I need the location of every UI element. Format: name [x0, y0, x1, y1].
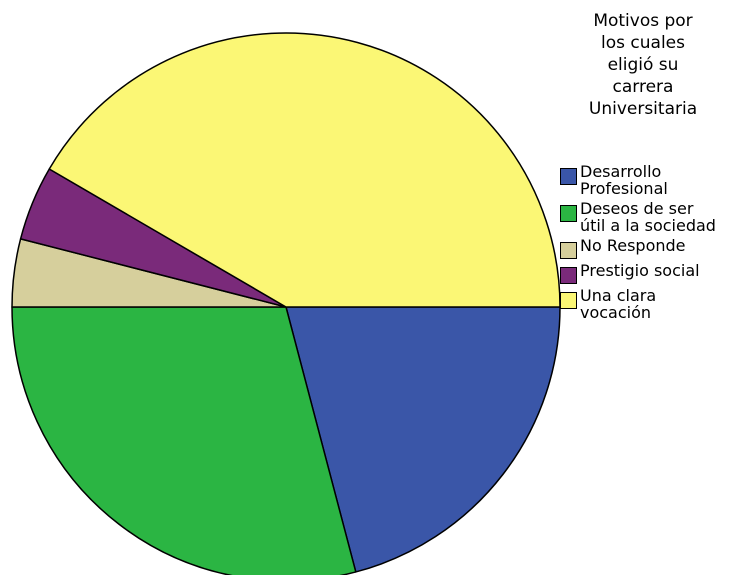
legend-title-line: Universitaria — [588, 99, 698, 119]
legend-label: No Responde — [580, 236, 686, 255]
legend-title-line: eligió su — [607, 55, 679, 75]
legend-swatch — [560, 242, 577, 259]
legend-item: Prestigio social — [560, 262, 720, 284]
legend: Desarrollo Profesional Deseos de ser útil… — [560, 163, 720, 321]
pie-slice — [285, 306, 561, 573]
legend-title-line: Motivos por — [593, 11, 693, 31]
legend-item: Deseos de ser útil a la sociedad — [560, 200, 720, 234]
legend-swatch — [560, 267, 577, 284]
legend-label: Prestigio social — [580, 261, 700, 280]
legend-label: Deseos de ser útil a la sociedad — [580, 199, 716, 235]
pie-slice — [48, 32, 561, 308]
legend-title: Motivos por los cuales eligió su carrera Uni… — [563, 10, 723, 120]
legend-swatch — [560, 205, 577, 222]
legend-label: Una clara vocación — [580, 286, 657, 322]
legend-item: Una clara vocación — [560, 287, 720, 321]
legend-item: No Responde — [560, 237, 720, 259]
legend-swatch — [560, 292, 577, 309]
pie-slice — [11, 306, 357, 575]
legend-label: Desarrollo Profesional — [580, 162, 668, 198]
legend-title-line: carrera — [612, 77, 674, 97]
legend-item: Desarrollo Profesional — [560, 163, 720, 197]
legend-swatch — [560, 168, 577, 185]
legend-title-line: los cuales — [601, 33, 685, 53]
